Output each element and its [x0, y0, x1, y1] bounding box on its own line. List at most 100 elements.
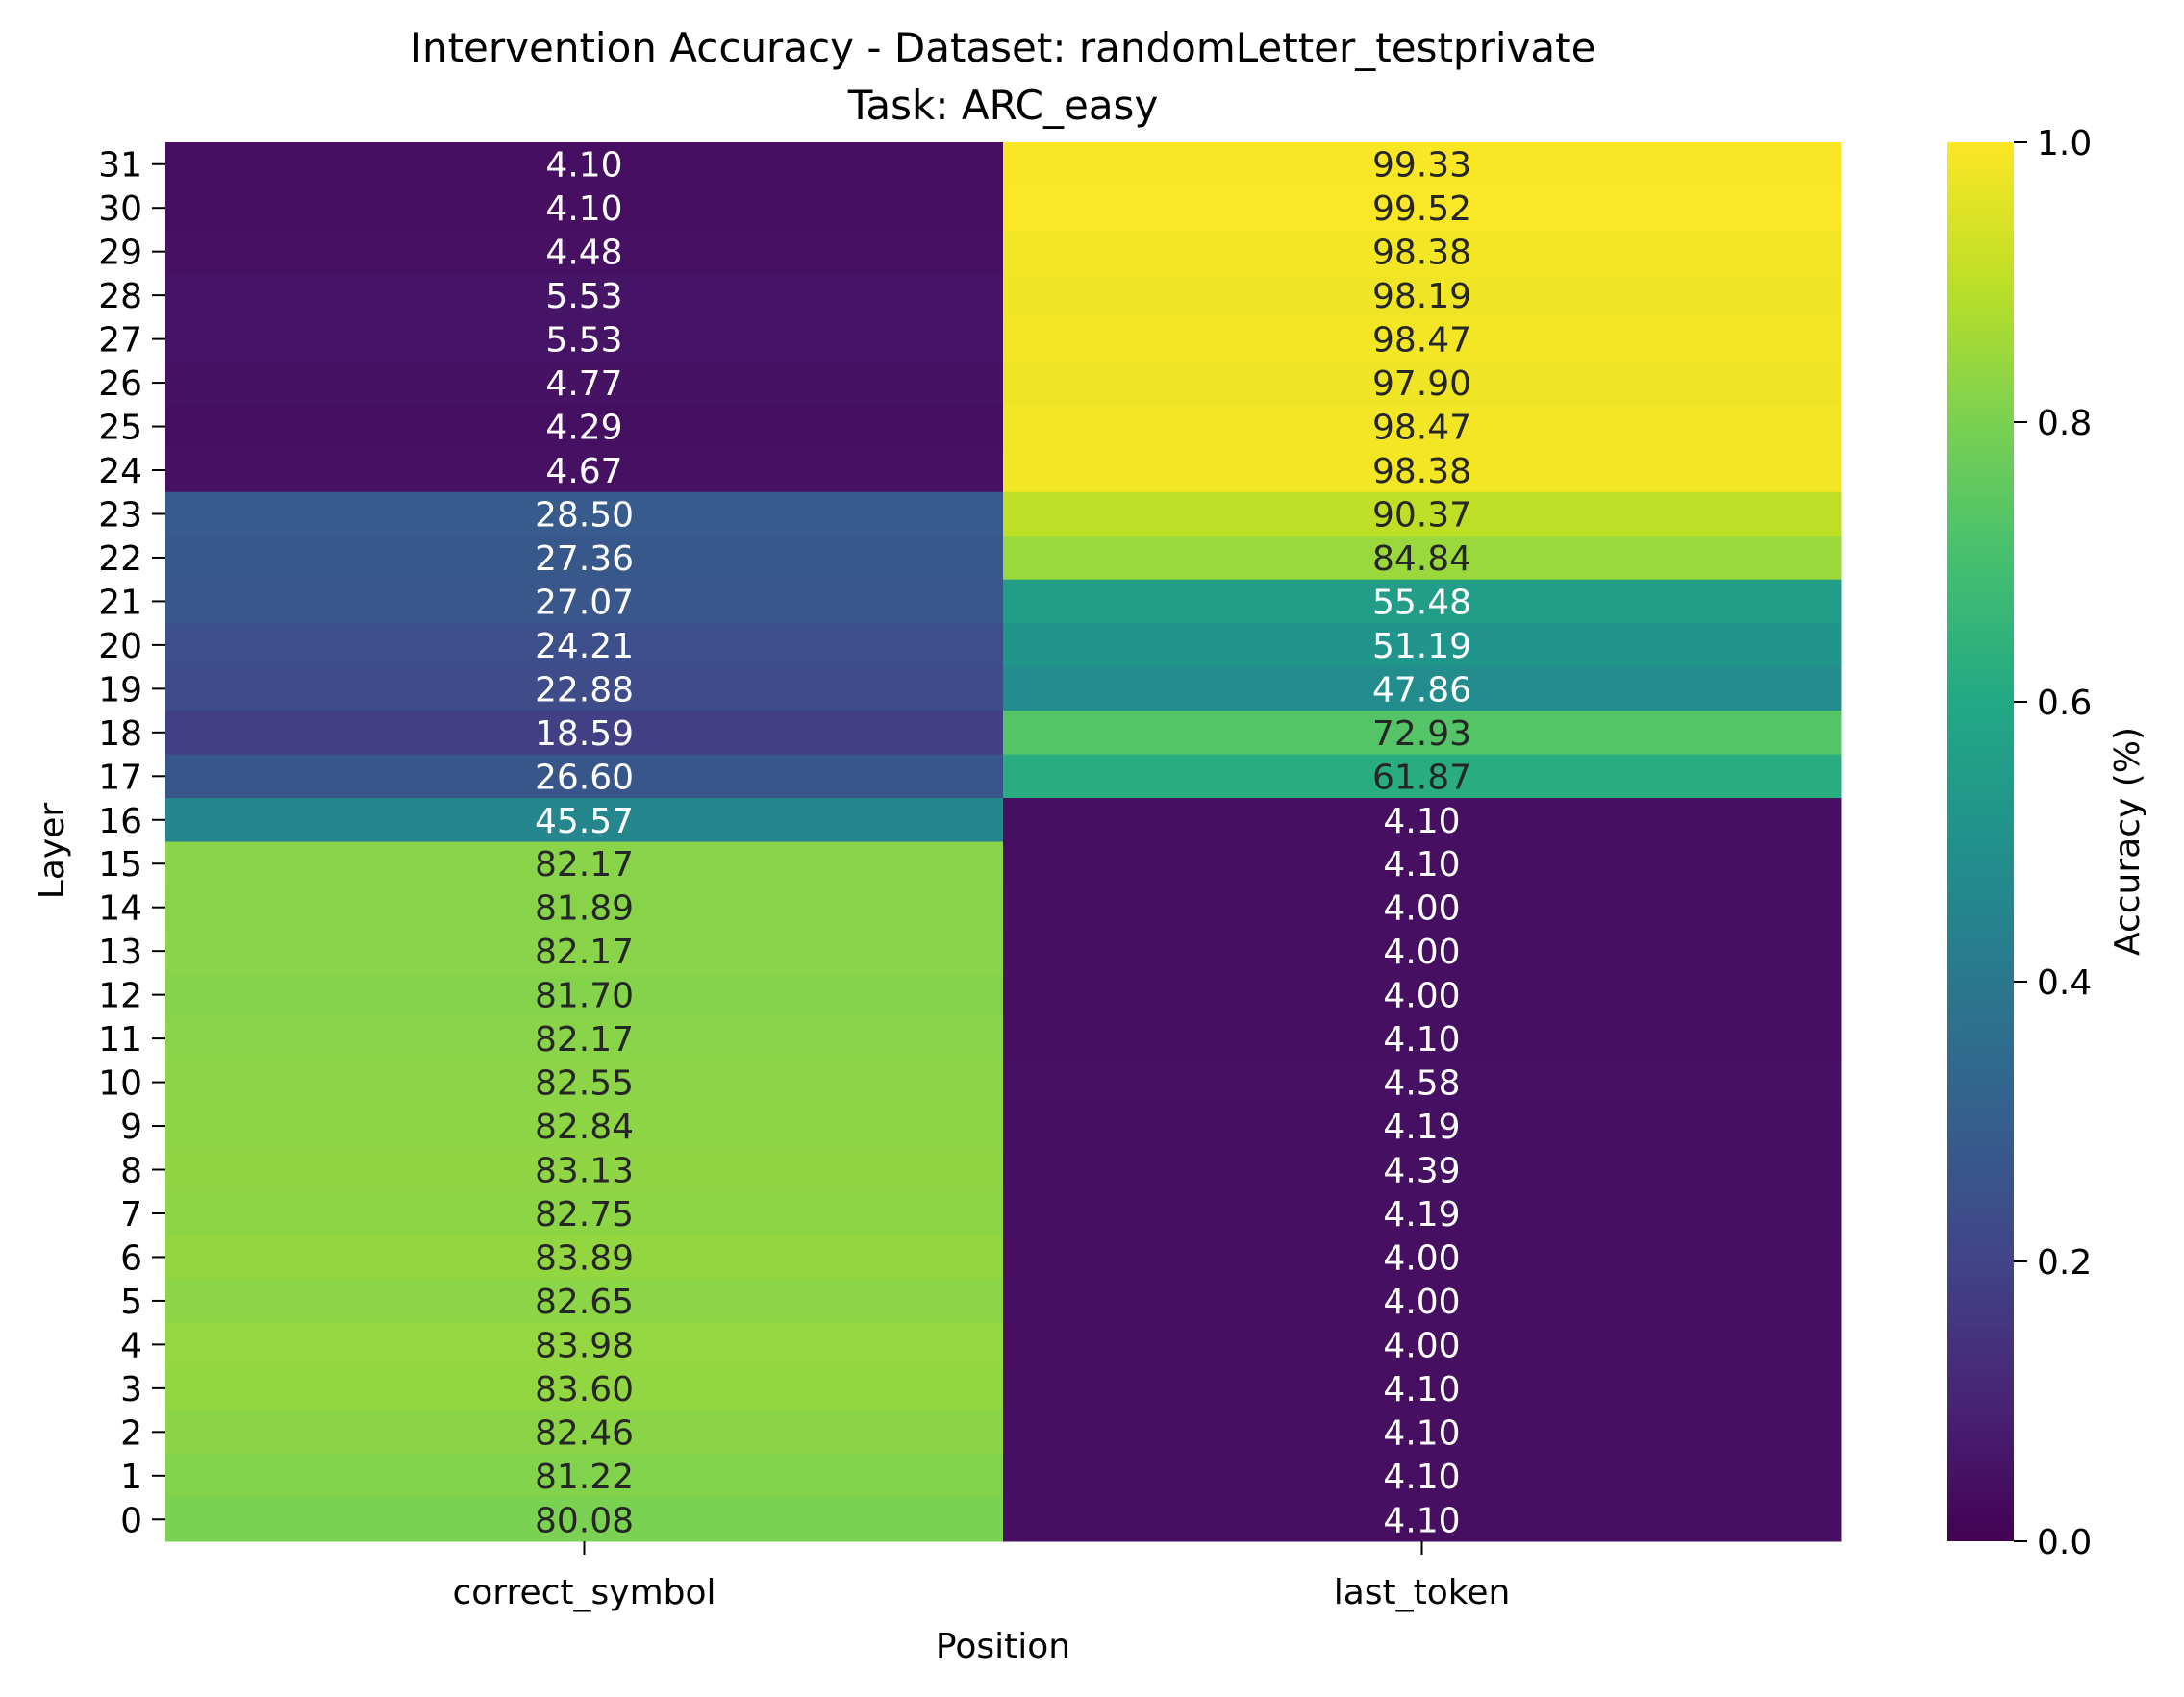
heatmap-cell: [165, 798, 1004, 842]
colorbar: [1947, 142, 2014, 1541]
cell-value-label: 4.10: [1383, 1458, 1460, 1497]
heatmap-cell: [165, 491, 1004, 537]
heatmap-cell: [165, 536, 1004, 581]
cell-value-label: 4.10: [1383, 1020, 1460, 1060]
y-tick-label: 25: [98, 409, 142, 448]
cell-value-label: 28.50: [535, 495, 634, 535]
y-tick-label: 13: [98, 933, 142, 972]
x-tick-label: correct_symbol: [452, 1573, 715, 1612]
heatmap-cell: [165, 885, 1004, 930]
heatmap-cell: [1003, 1016, 1842, 1061]
chart-title-line2: Task: ARC_easy: [847, 82, 1159, 129]
heatmap-cell: [165, 754, 1004, 799]
heatmap-cell: [1003, 1366, 1842, 1411]
cell-value-label: 4.10: [1383, 1370, 1460, 1410]
cell-value-label: 4.10: [1383, 1413, 1460, 1453]
y-tick-label: 5: [120, 1283, 142, 1322]
cell-value-label: 51.19: [1372, 627, 1471, 666]
heatmap-cell: [165, 1147, 1004, 1192]
y-tick-label: 18: [98, 714, 142, 754]
heatmap-cell: [1003, 1279, 1842, 1324]
heatmap-cell: [1003, 448, 1842, 493]
cell-value-label: 98.47: [1372, 409, 1471, 448]
cell-value-label: 84.84: [1372, 539, 1471, 579]
y-tick-label: 31: [98, 146, 142, 186]
cell-value-label: 27.36: [535, 539, 634, 579]
cell-value-label: 99.52: [1372, 189, 1471, 229]
x-axis-ticks: correct_symbol last_token: [452, 1541, 1510, 1612]
heatmap-cell: [165, 1235, 1004, 1280]
y-tick-label: 26: [98, 364, 142, 404]
cell-value-label: 82.17: [535, 1020, 634, 1060]
y-tick-label: 2: [120, 1413, 142, 1453]
cell-value-label: 4.00: [1383, 1238, 1460, 1278]
cell-value-label: 4.00: [1383, 1283, 1460, 1322]
cell-value-label: 4.00: [1383, 1326, 1460, 1365]
cell-value-label: 4.77: [545, 364, 622, 404]
heatmap-cell: [165, 666, 1004, 711]
heatmap-cell: [1003, 754, 1842, 799]
cell-value-label: 98.19: [1372, 277, 1471, 316]
y-tick-label: 19: [98, 670, 142, 710]
heatmap-cell: [1003, 536, 1842, 581]
x-tick-label: last_token: [1334, 1573, 1511, 1612]
y-tick-label: 17: [98, 758, 142, 797]
colorbar-tick-label: 0.0: [2037, 1523, 2092, 1562]
heatmap-cell: [1003, 316, 1842, 362]
cell-value-label: 82.46: [535, 1413, 634, 1453]
heatmap-cell: [165, 623, 1004, 668]
heatmap-cell: [165, 448, 1004, 493]
heatmap-cell: [1003, 273, 1842, 318]
y-tick-label: 6: [120, 1238, 142, 1278]
y-tick-label: 24: [98, 452, 142, 491]
cell-value-label: 4.39: [1383, 1152, 1460, 1191]
heatmap-cell: [1003, 1104, 1842, 1149]
heatmap-cell: [1003, 404, 1842, 449]
heatmap-cell: [1003, 929, 1842, 974]
cell-value-label: 4.00: [1383, 977, 1460, 1016]
heatmap-cells: [165, 142, 1842, 1542]
colorbar-tick-label: 0.2: [2037, 1243, 2092, 1283]
heatmap-cell: [165, 1060, 1004, 1105]
y-tick-label: 3: [120, 1370, 142, 1410]
y-tick-label: 11: [98, 1020, 142, 1060]
y-axis-ticks: 3130292827262524232221201918171615141312…: [98, 146, 165, 1540]
heatmap-cell: [165, 841, 1004, 886]
heatmap-cell: [1003, 491, 1842, 537]
cell-value-label: 24.21: [535, 627, 634, 666]
heatmap-cell: [1003, 229, 1842, 274]
y-tick-label: 0: [120, 1501, 142, 1540]
cell-value-label: 26.60: [535, 758, 634, 797]
heatmap-cell: [165, 711, 1004, 756]
heatmap-cell: [165, 1279, 1004, 1324]
heatmap-cell: [1003, 623, 1842, 668]
heatmap-cell: [165, 1322, 1004, 1367]
heatmap-cell: [1003, 798, 1842, 842]
cell-value-label: 83.60: [535, 1370, 634, 1410]
heatmap-cell: [1003, 1191, 1842, 1236]
heatmap-cell: [165, 273, 1004, 318]
heatmap-cell: [165, 361, 1004, 406]
heatmap-cell: [165, 1191, 1004, 1236]
heatmap-cell: [1003, 841, 1842, 886]
heatmap-cell: [1003, 666, 1842, 711]
cell-value-label: 90.37: [1372, 495, 1471, 535]
cell-value-label: 82.84: [535, 1108, 634, 1147]
y-tick-label: 4: [120, 1326, 142, 1365]
heatmap-cell: [165, 1410, 1004, 1455]
x-axis-label: Position: [936, 1627, 1070, 1666]
cell-value-label: 4.10: [545, 146, 622, 186]
heatmap-cell: [165, 1016, 1004, 1061]
cell-value-label: 82.65: [535, 1283, 634, 1322]
cell-value-label: 4.67: [545, 452, 622, 491]
colorbar-tick-label: 1.0: [2037, 124, 2092, 163]
y-tick-label: 23: [98, 495, 142, 535]
cell-value-label: 81.89: [535, 889, 634, 929]
heatmap-cell: [165, 972, 1004, 1017]
cell-value-label: 83.13: [535, 1152, 634, 1191]
heatmap-cell: [1003, 1454, 1842, 1499]
y-tick-label: 28: [98, 277, 142, 316]
y-tick-label: 21: [98, 583, 142, 622]
